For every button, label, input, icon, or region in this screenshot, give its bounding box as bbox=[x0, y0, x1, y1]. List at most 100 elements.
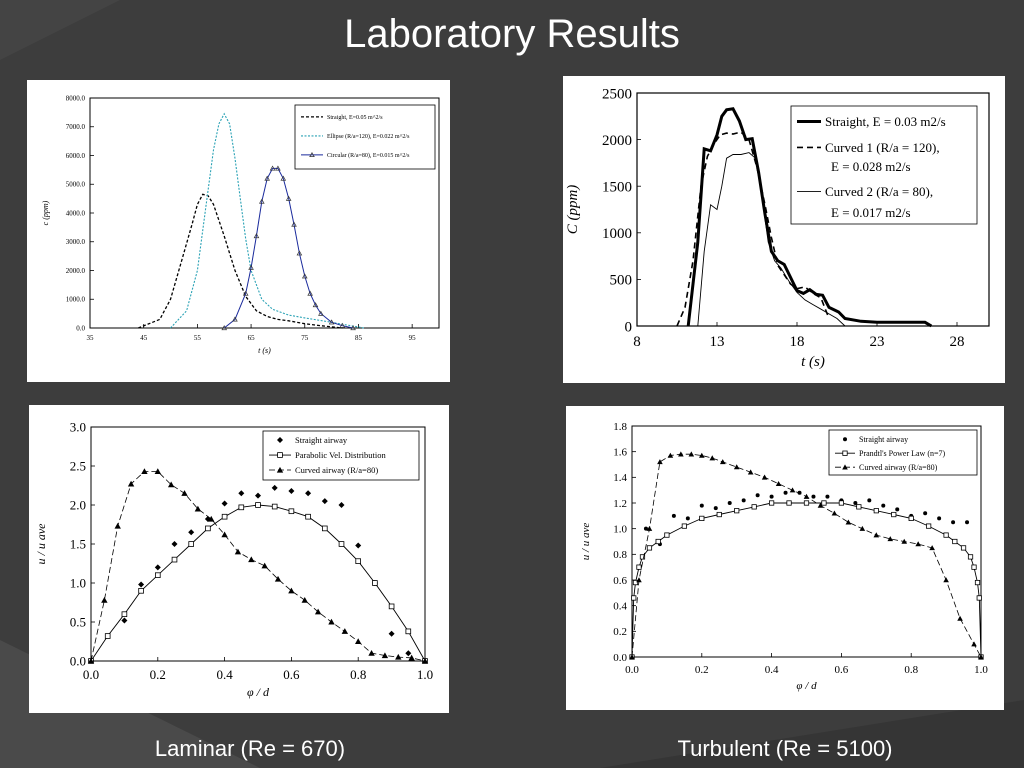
series-1-point bbox=[238, 490, 245, 497]
y-tick-label: 0.0 bbox=[76, 324, 85, 332]
series-3-point bbox=[253, 233, 260, 239]
series-3-point bbox=[242, 290, 249, 296]
series-1-point bbox=[138, 581, 145, 588]
y-tick-label: 1.6 bbox=[613, 447, 627, 459]
series-3-point bbox=[208, 515, 215, 522]
series-1-point bbox=[853, 501, 858, 505]
series-3-point bbox=[368, 650, 375, 656]
series-3-point bbox=[775, 480, 782, 486]
chart-panel-concentration-turbulent: 0 500 1000 1500 2000 2500 8 13 18 23 28 t (s) C (ppm… bbox=[563, 76, 1005, 383]
x-tick-label: 55 bbox=[194, 334, 202, 342]
series-1-point bbox=[825, 494, 830, 499]
series-1-point bbox=[355, 542, 362, 549]
series-3-point bbox=[957, 615, 963, 621]
series-2-point bbox=[338, 541, 345, 547]
y-tick-label: 8000.0 bbox=[66, 94, 86, 102]
series-3-point bbox=[747, 469, 754, 475]
x-tick-label: 1.0 bbox=[974, 664, 988, 676]
series-1-point bbox=[338, 502, 345, 508]
y-tick-label: 2000 bbox=[602, 133, 632, 149]
plot-frame bbox=[631, 425, 982, 658]
series-1-point bbox=[755, 493, 760, 498]
series-3-point bbox=[291, 221, 297, 227]
series-3-point bbox=[274, 575, 282, 582]
y-tick-label: 0.8 bbox=[613, 549, 627, 561]
legend-label: Straight airway bbox=[295, 435, 348, 445]
series-2-point bbox=[967, 554, 974, 560]
series-1-point bbox=[388, 630, 395, 637]
chart-panel-concentration-laminar: 0.0 1000.0 2000.0 3000.0 4000.0 5000.0 6000.0 7… bbox=[27, 80, 450, 382]
series-3-point bbox=[312, 302, 319, 308]
series-3-point bbox=[328, 319, 335, 325]
series-3-point bbox=[221, 325, 228, 331]
series-3-point bbox=[221, 531, 228, 538]
plot-frame bbox=[636, 92, 990, 327]
series-2-point bbox=[188, 541, 195, 547]
legend-label: Curved airway (R/a=80) bbox=[295, 465, 378, 475]
series-3-point bbox=[127, 480, 135, 487]
series-2-point bbox=[699, 515, 705, 521]
series-2-point bbox=[751, 504, 757, 510]
series-2-point bbox=[952, 538, 958, 545]
series-3-point bbox=[259, 198, 265, 204]
legend-label: Straight airway bbox=[859, 435, 908, 444]
series-3-point bbox=[301, 596, 308, 603]
legend-marker-1 bbox=[277, 437, 283, 444]
series-2-point bbox=[632, 579, 639, 586]
series-1-point bbox=[685, 516, 690, 521]
series-2-point bbox=[388, 603, 395, 610]
legend-marker-3 bbox=[276, 466, 284, 473]
series-1-point bbox=[769, 494, 774, 499]
x-tick-label: 28 bbox=[950, 334, 965, 350]
series-3-point bbox=[803, 493, 810, 499]
series-line-3 bbox=[90, 471, 426, 662]
series-3-point bbox=[261, 562, 268, 569]
series-3-point bbox=[688, 451, 695, 457]
series-2-point bbox=[405, 628, 412, 635]
series-3-point bbox=[709, 455, 716, 461]
x-tick-label: 65 bbox=[248, 334, 256, 342]
series-1-point bbox=[154, 564, 161, 571]
series-3-point bbox=[269, 165, 276, 171]
series-3-point bbox=[339, 322, 346, 328]
series-3-point bbox=[248, 264, 254, 270]
series-1-point bbox=[783, 490, 788, 495]
series-3-point bbox=[341, 628, 349, 634]
series-2-point bbox=[873, 508, 879, 514]
x-tick-label: 0.0 bbox=[83, 667, 99, 682]
series-2-point bbox=[305, 513, 311, 520]
series-3-point bbox=[167, 481, 175, 488]
series-3-point bbox=[275, 165, 281, 171]
y-tick-label: 1.0 bbox=[613, 524, 627, 536]
series-2-point bbox=[891, 511, 897, 518]
series-3-point bbox=[234, 548, 242, 555]
series-2-point bbox=[976, 595, 982, 601]
series-3-point bbox=[667, 452, 674, 458]
series-2-point bbox=[681, 523, 687, 529]
series-3-point bbox=[350, 325, 356, 331]
x-tick-label: 0.4 bbox=[765, 664, 779, 676]
legend-box bbox=[828, 429, 978, 476]
series-2-point bbox=[803, 500, 810, 506]
y-tick-label: 0.0 bbox=[70, 654, 86, 669]
series-1-point bbox=[895, 507, 900, 512]
series-3-point bbox=[943, 577, 949, 583]
series-3-point bbox=[296, 250, 303, 256]
series-2-point bbox=[155, 572, 161, 579]
x-tick-label: 23 bbox=[870, 334, 885, 350]
legend-marker-3 bbox=[309, 151, 315, 158]
x-tick-label: 0.4 bbox=[216, 667, 233, 682]
series-3-point bbox=[381, 652, 389, 659]
series-3-point bbox=[719, 459, 726, 465]
x-tick-label: 0.8 bbox=[904, 664, 918, 676]
series-line-1 bbox=[686, 107, 933, 328]
series-2-point bbox=[288, 508, 295, 515]
y-axis-label: u / u ave bbox=[34, 523, 48, 565]
y-tick-label: 0.6 bbox=[613, 575, 627, 587]
y-tick-label: 0.4 bbox=[613, 601, 627, 613]
series-1-point bbox=[121, 617, 128, 624]
series-3-point bbox=[355, 638, 362, 645]
series-3-point bbox=[978, 654, 984, 660]
chart-panel-velocity-turbulent: 0.0 0.2 0.4 0.6 0.8 1.0 1.2 1.4 1.6 1.8 0.0 0.2 0.4 0… bbox=[566, 406, 1004, 710]
series-2-point bbox=[121, 611, 128, 618]
